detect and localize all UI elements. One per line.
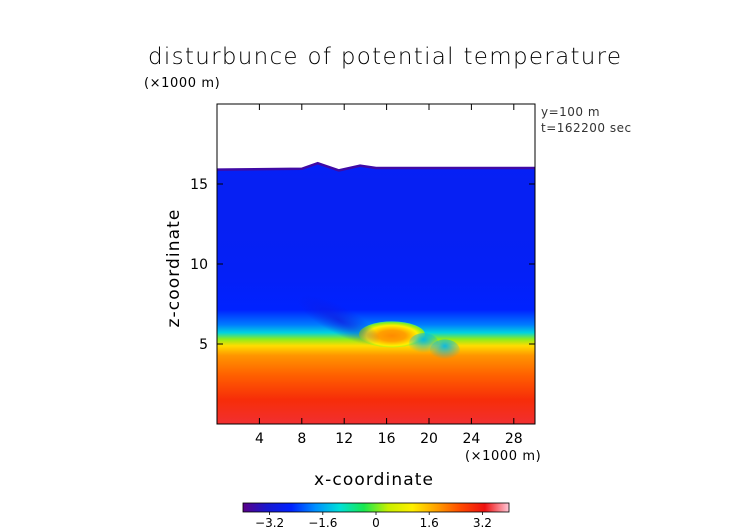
x-tick-label: 4	[255, 431, 264, 447]
x-tick-label: 16	[378, 431, 396, 447]
colorbar-strip	[242, 502, 510, 513]
colorbar-tick-label: 3.2	[473, 516, 492, 530]
y-tick-label: 15	[190, 177, 208, 193]
x-tick-label: 12	[335, 431, 353, 447]
x-axis-unit: (×1000 m)	[465, 449, 542, 464]
feature-interface-dip	[429, 339, 460, 362]
field-features	[297, 295, 460, 362]
x-tick-label: 8	[297, 431, 306, 447]
field-area	[217, 163, 535, 424]
feature-cold-tongue	[297, 295, 381, 345]
x-axis-label: x-coordinate	[314, 470, 435, 490]
chart-title: disturbunce of potential temperature	[148, 44, 623, 70]
annotation-y-position: y=100 m	[541, 105, 601, 119]
y-tick-label: 5	[199, 337, 208, 353]
y-axis-unit: (×1000 m)	[144, 76, 221, 91]
colorbar-tick-label: 1.6	[420, 516, 439, 530]
colorbar: −3.2 −1.6 0 1.6 3.2	[242, 502, 510, 530]
annotation-time: t=162200 sec	[541, 121, 632, 135]
colorbar-tick-label: 0	[372, 516, 380, 530]
x-tick-label: 28	[505, 431, 523, 447]
model-top-line	[217, 161, 535, 172]
colorbar-tick-label: −1.6	[308, 516, 337, 530]
colorbar-tick-label: −3.2	[255, 516, 284, 530]
temperature-field	[217, 161, 535, 424]
y-tick-label: 10	[190, 257, 208, 273]
x-tick-label: 20	[420, 431, 438, 447]
x-tick-label: 24	[462, 431, 480, 447]
axis-ticks: 4 8 12 16 20 24 28 5 10 15	[190, 104, 535, 447]
